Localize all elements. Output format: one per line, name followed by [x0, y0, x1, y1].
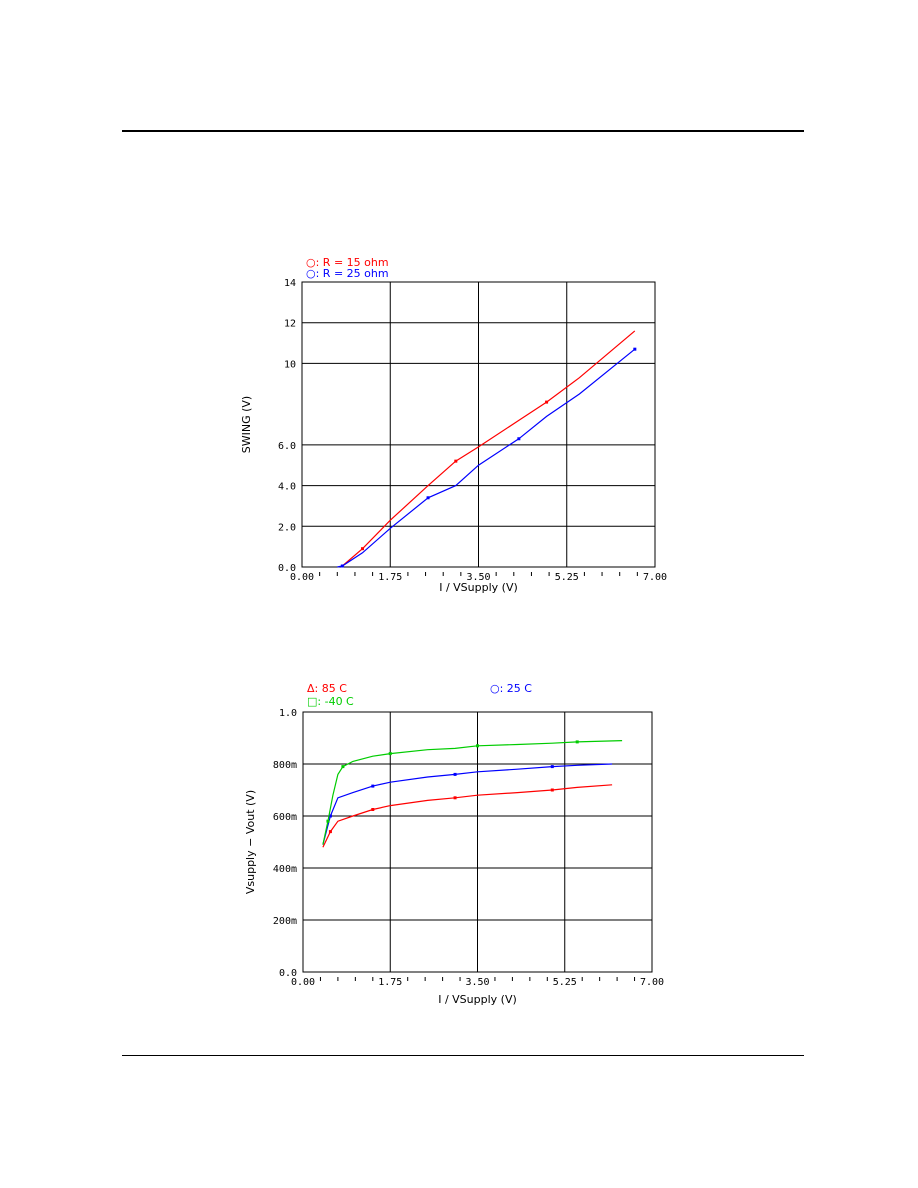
x-tick-label: 3.50: [465, 977, 489, 988]
legend-entry: Δ: 85 C: [307, 682, 347, 695]
data-point: [550, 765, 554, 769]
x-tick-label: 3.50: [466, 572, 490, 583]
y-tick-label: 600m: [273, 812, 297, 823]
legend-entry: □: -40 C: [307, 695, 354, 708]
x-tick-label: 5.25: [553, 977, 577, 988]
legend-entry: ○: R = 25 ohm: [306, 267, 389, 280]
y-tick-label: 6.0: [278, 441, 296, 452]
vsupply-minus-vout-chart: 0.00 1.75 3.50 5.25 7.00 0.0 200m 400m 600m 800m 1…: [244, 682, 664, 1006]
data-point: [550, 788, 554, 792]
data-point: [517, 437, 521, 441]
x-tick-label: 5.25: [555, 572, 579, 583]
y-tick-label: 14: [284, 278, 296, 289]
data-point: [545, 400, 549, 404]
data-point: [454, 459, 458, 463]
data-point: [326, 819, 330, 823]
data-point: [453, 772, 457, 776]
series-line: [341, 330, 636, 567]
x-tick-label: 0.00: [291, 977, 315, 988]
x-tick-label: 1.75: [378, 572, 402, 583]
y-tick-label: 12: [284, 319, 296, 330]
y-tick-label: 800m: [273, 760, 297, 771]
x-tick-label: 7.00: [643, 572, 667, 583]
series-line: [322, 763, 613, 845]
series-line: [337, 348, 636, 568]
y-axis-label: SWING (V): [240, 396, 253, 453]
y-tick-label: 10: [284, 359, 296, 370]
y-tick-label: 4.0: [278, 482, 296, 493]
y-tick-label: 0.0: [278, 563, 296, 574]
data-point: [361, 547, 365, 551]
y-tick-label: 400m: [273, 864, 297, 875]
y-tick-label: 1.0: [279, 708, 297, 719]
data-point: [575, 740, 579, 744]
data-point: [371, 784, 375, 788]
legend-entry: ○: 25 C: [490, 682, 532, 695]
legend-entry: ○: R = 15 ohm: [306, 256, 389, 269]
y-axis-label: Vsupply − Vout (V): [244, 790, 257, 894]
data-point: [426, 496, 430, 500]
data-point: [388, 752, 392, 756]
x-tick-label: 7.00: [640, 977, 664, 988]
data-point: [341, 765, 345, 769]
x-tick-label: 0.00: [290, 572, 314, 583]
data-point: [328, 814, 332, 818]
data-point: [340, 564, 344, 568]
x-tick-label: 1.75: [378, 977, 402, 988]
series-line: [322, 740, 623, 845]
x-axis-label: I / VSupply (V): [438, 993, 517, 1006]
x-axis-label: I / VSupply (V): [439, 581, 518, 594]
data-point: [476, 744, 479, 748]
data-point: [633, 347, 637, 351]
data-point: [453, 796, 457, 800]
y-tick-label: 2.0: [278, 522, 296, 533]
y-tick-label: 0.0: [279, 968, 297, 979]
data-point: [328, 830, 332, 834]
data-point: [371, 808, 375, 811]
footer-rule: [122, 1055, 804, 1056]
y-tick-label: 200m: [273, 916, 297, 927]
swing-vs-vsupply-chart: 0.00 1.75 3.50 5.25 7.00 0.0 2.0 4.0 6.0 10 12 14 I …: [240, 256, 667, 594]
header-rule: [122, 130, 804, 132]
